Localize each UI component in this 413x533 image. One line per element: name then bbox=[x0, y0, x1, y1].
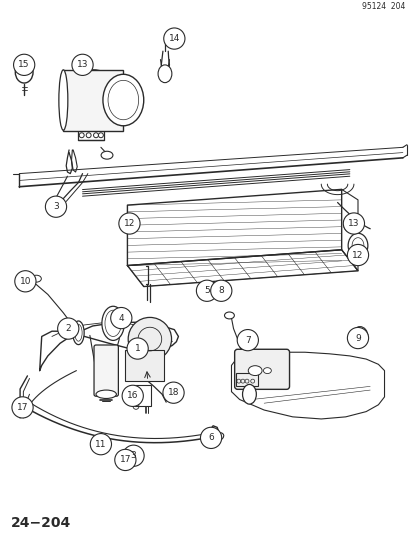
Circle shape bbox=[342, 213, 363, 234]
FancyBboxPatch shape bbox=[133, 385, 151, 406]
Circle shape bbox=[347, 245, 368, 265]
Ellipse shape bbox=[73, 321, 84, 345]
Text: 3: 3 bbox=[131, 451, 136, 460]
Ellipse shape bbox=[102, 306, 124, 341]
Circle shape bbox=[200, 427, 221, 448]
Circle shape bbox=[72, 54, 93, 76]
Ellipse shape bbox=[351, 327, 367, 346]
Text: 95124  204: 95124 204 bbox=[361, 2, 404, 11]
Circle shape bbox=[12, 397, 33, 418]
Ellipse shape bbox=[31, 275, 41, 282]
Circle shape bbox=[110, 308, 132, 329]
Text: 1: 1 bbox=[134, 344, 140, 353]
FancyBboxPatch shape bbox=[125, 350, 164, 381]
Circle shape bbox=[119, 213, 140, 234]
Ellipse shape bbox=[158, 65, 171, 83]
Circle shape bbox=[123, 445, 144, 466]
Ellipse shape bbox=[224, 312, 234, 319]
Circle shape bbox=[114, 449, 135, 471]
Text: 17: 17 bbox=[119, 455, 131, 464]
Circle shape bbox=[122, 385, 143, 407]
Ellipse shape bbox=[98, 133, 103, 138]
Text: 3: 3 bbox=[53, 202, 59, 211]
Ellipse shape bbox=[263, 368, 271, 374]
Ellipse shape bbox=[202, 433, 219, 445]
Ellipse shape bbox=[343, 220, 359, 232]
Text: 5: 5 bbox=[204, 286, 209, 295]
Ellipse shape bbox=[101, 151, 113, 159]
Circle shape bbox=[237, 329, 258, 351]
Circle shape bbox=[163, 382, 184, 403]
Ellipse shape bbox=[212, 433, 223, 441]
FancyBboxPatch shape bbox=[234, 349, 289, 389]
Ellipse shape bbox=[61, 70, 124, 130]
Ellipse shape bbox=[79, 133, 84, 138]
Circle shape bbox=[127, 338, 148, 359]
Text: 9: 9 bbox=[354, 334, 360, 343]
Circle shape bbox=[14, 54, 35, 76]
Ellipse shape bbox=[248, 366, 261, 376]
Text: 11: 11 bbox=[95, 440, 107, 449]
FancyBboxPatch shape bbox=[235, 373, 257, 386]
Circle shape bbox=[45, 196, 66, 217]
Text: 15: 15 bbox=[18, 60, 30, 69]
Circle shape bbox=[90, 433, 111, 455]
Circle shape bbox=[57, 318, 78, 339]
Text: 12: 12 bbox=[123, 219, 135, 228]
Circle shape bbox=[196, 280, 217, 301]
Ellipse shape bbox=[242, 384, 256, 404]
Text: 13: 13 bbox=[347, 219, 359, 228]
Circle shape bbox=[15, 271, 36, 292]
FancyBboxPatch shape bbox=[63, 70, 122, 131]
Text: 14: 14 bbox=[168, 34, 180, 43]
Text: 18: 18 bbox=[167, 388, 179, 397]
Text: 13: 13 bbox=[76, 60, 88, 69]
Text: 8: 8 bbox=[218, 286, 223, 295]
Ellipse shape bbox=[93, 133, 98, 138]
Text: 2: 2 bbox=[65, 324, 71, 333]
Ellipse shape bbox=[103, 74, 143, 126]
Ellipse shape bbox=[86, 133, 91, 138]
Ellipse shape bbox=[15, 61, 33, 83]
Text: 16: 16 bbox=[127, 391, 138, 400]
Circle shape bbox=[210, 280, 231, 301]
Ellipse shape bbox=[59, 70, 68, 130]
Text: 7: 7 bbox=[244, 336, 250, 345]
Text: 6: 6 bbox=[208, 433, 214, 442]
Text: 12: 12 bbox=[351, 251, 363, 260]
FancyBboxPatch shape bbox=[94, 345, 118, 396]
Circle shape bbox=[164, 28, 185, 49]
Ellipse shape bbox=[347, 233, 367, 258]
Text: 4: 4 bbox=[118, 313, 124, 322]
Text: 24−204: 24−204 bbox=[11, 516, 71, 530]
Text: 10: 10 bbox=[19, 277, 31, 286]
Circle shape bbox=[128, 318, 171, 361]
Circle shape bbox=[347, 327, 368, 349]
Text: 17: 17 bbox=[17, 403, 28, 412]
Ellipse shape bbox=[96, 390, 116, 399]
